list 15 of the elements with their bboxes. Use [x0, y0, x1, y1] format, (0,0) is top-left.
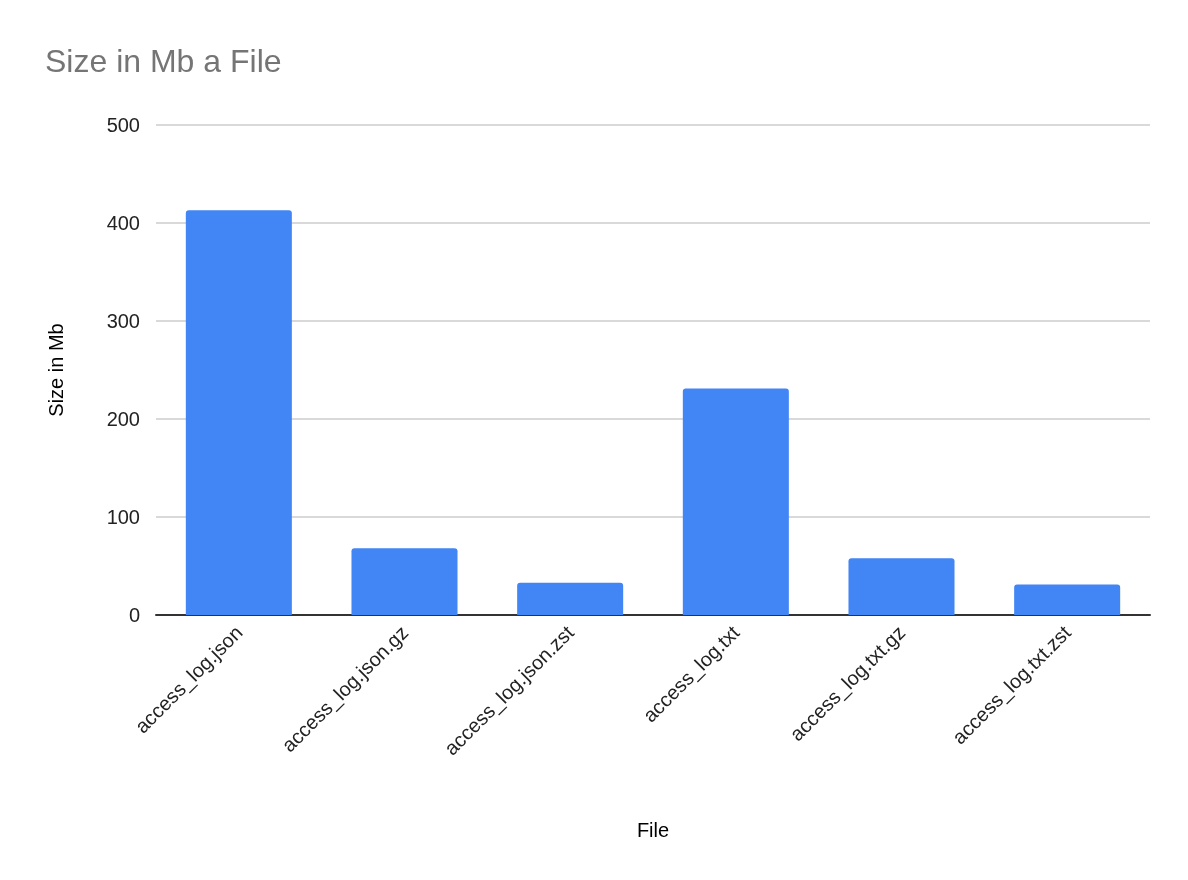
bar — [517, 582, 624, 615]
chart-title: Size in Mb a File — [45, 43, 282, 79]
bar — [185, 210, 292, 615]
y-tick-label: 0 — [128, 604, 140, 626]
bar — [682, 388, 789, 615]
y-tick-label: 100 — [106, 506, 140, 528]
y-tick-label: 200 — [106, 408, 140, 430]
y-axis-title: Size in Mb — [45, 323, 67, 417]
bar — [1014, 584, 1121, 615]
bar — [351, 548, 458, 615]
y-tick-label: 400 — [106, 212, 140, 234]
y-tick-label: 300 — [106, 310, 140, 332]
x-axis-title: File — [636, 819, 670, 841]
bar — [848, 558, 955, 615]
y-tick-label: 500 — [106, 114, 140, 136]
